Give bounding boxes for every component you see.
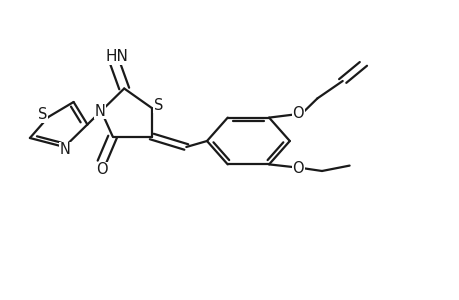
- Text: O: O: [291, 161, 303, 176]
- Text: HN: HN: [106, 49, 129, 64]
- Text: S: S: [154, 98, 163, 112]
- Text: O: O: [96, 162, 108, 177]
- Text: N: N: [95, 103, 106, 118]
- Text: S: S: [38, 107, 47, 122]
- Text: N: N: [60, 142, 71, 158]
- Text: O: O: [291, 106, 303, 121]
